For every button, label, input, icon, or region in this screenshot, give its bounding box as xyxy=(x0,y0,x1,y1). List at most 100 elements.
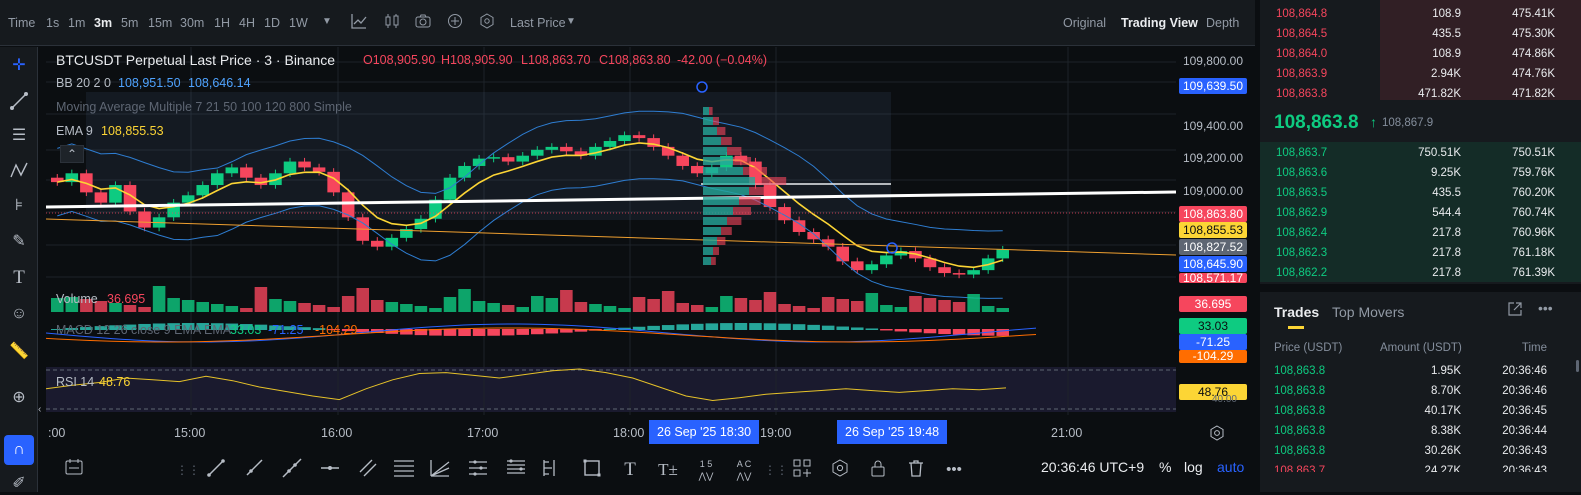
crosshair-icon[interactable]: ✛ xyxy=(12,57,26,74)
trade-row[interactable]: 108,863.8 40.17K 20:36:45 xyxy=(1274,405,1547,417)
candle xyxy=(225,167,239,174)
chart-type-icon[interactable] xyxy=(383,13,401,31)
fib-fan-icon[interactable] xyxy=(428,458,452,482)
zoom-in-icon[interactable]: ⊕ xyxy=(12,389,26,406)
horizontal-lines-icon[interactable]: ☰ xyxy=(11,127,27,144)
bb-upper-price-label: 109,639.50 xyxy=(1179,78,1247,94)
last-price[interactable]: 108,863.8 xyxy=(1274,112,1359,133)
rectangle-icon[interactable] xyxy=(580,458,604,482)
bid-row[interactable]: 108,863.7 750.51K 750.51K xyxy=(1276,147,1555,159)
pitchfork-icon[interactable] xyxy=(504,458,528,482)
time-axis-settings-icon[interactable] xyxy=(1208,424,1226,442)
interval-1h[interactable]: 1H xyxy=(214,16,230,30)
bid-row[interactable]: 108,862.3 217.8 761.18K xyxy=(1276,247,1555,259)
replay-icon[interactable] xyxy=(62,458,86,482)
fib-retracement-icon[interactable] xyxy=(392,458,416,482)
volume-bar xyxy=(734,298,748,312)
log-scale-toggle[interactable]: log xyxy=(1184,459,1203,475)
macd-axis-label-2: -71.25 xyxy=(1179,334,1247,350)
pencil-icon[interactable]: ✐ xyxy=(12,475,26,492)
scroll-left-icon[interactable]: ‹ xyxy=(38,404,42,415)
trash-icon[interactable] xyxy=(904,458,928,482)
expand-icon[interactable] xyxy=(1508,302,1524,318)
trend-line-icon[interactable] xyxy=(8,91,30,113)
text-tool-icon[interactable]: T xyxy=(13,267,25,288)
interval-3m[interactable]: 3m xyxy=(94,16,113,30)
interval-1m[interactable]: 1m xyxy=(68,16,86,30)
interval-15m[interactable]: 15m xyxy=(148,16,173,30)
volume-bar xyxy=(967,294,980,312)
interval-1d[interactable]: 1D xyxy=(264,16,280,30)
ask-row[interactable]: 108,864.8 108.9 475.41K xyxy=(1276,8,1555,20)
forecast-icon[interactable] xyxy=(538,458,562,482)
volume-bar xyxy=(778,304,791,312)
volume-bar xyxy=(894,307,908,312)
indicators-icon[interactable] xyxy=(350,13,368,31)
tab-trades[interactable]: Trades xyxy=(1274,304,1320,320)
interval-1s[interactable]: 1s xyxy=(46,16,60,30)
drag-handle-icon[interactable]: ⋮⋮ xyxy=(764,463,788,477)
trade-row[interactable]: 108,863.8 8.38K 20:36:44 xyxy=(1274,425,1547,437)
text-icon[interactable]: T xyxy=(624,459,636,480)
object-settings-icon[interactable] xyxy=(828,458,852,482)
tab-top-movers[interactable]: Top Movers xyxy=(1332,304,1405,320)
bid-row[interactable]: 108,863.6 9.25K 759.76K xyxy=(1276,167,1555,179)
auto-scale-toggle[interactable]: auto xyxy=(1217,459,1245,475)
interval-4h[interactable]: 4H xyxy=(239,16,255,30)
more-options-icon[interactable]: ••• xyxy=(1538,300,1553,316)
percent-scale-toggle[interactable]: % xyxy=(1159,459,1172,475)
view-original[interactable]: Original xyxy=(1063,16,1107,30)
horizontal-ray-icon[interactable] xyxy=(318,458,342,482)
candle xyxy=(865,264,879,271)
trade-row[interactable]: 108,863.7 24.27K 20:36:43 xyxy=(1274,465,1547,472)
interval-1w[interactable]: 1W xyxy=(289,16,308,30)
widgets-icon[interactable] xyxy=(790,458,814,482)
bid-row[interactable]: 108,862.4 217.8 760.96K xyxy=(1276,227,1555,239)
interval-dropdown-icon[interactable]: ▼ xyxy=(322,16,332,27)
parallel-channel-icon[interactable] xyxy=(356,458,380,482)
trade-row[interactable]: 108,863.8 1.95K 20:36:46 xyxy=(1274,365,1547,377)
ray-tool-icon[interactable] xyxy=(242,458,266,482)
ask-row[interactable]: 108,863.8 471.82K 471.82K xyxy=(1276,88,1555,100)
magnet-icon[interactable]: ∩ xyxy=(4,435,34,465)
rsi-axis-label: 48.76 xyxy=(1179,384,1247,400)
chart-toolbar: Time 1s 1m 3m 5m 15m 30m 1H 4H 1D 1W ▼ L… xyxy=(0,0,1255,46)
brush-icon[interactable]: ✎ xyxy=(12,233,26,250)
interval-5m[interactable]: 5m xyxy=(121,16,139,30)
settings-icon[interactable] xyxy=(478,13,496,31)
pattern-icon[interactable] xyxy=(8,161,30,183)
drag-handle-icon[interactable]: ⋮⋮ xyxy=(176,463,200,477)
price-axis[interactable]: 109,800.00 109,400.00 109,200.00 109,000… xyxy=(1176,47,1255,417)
bid-row[interactable]: 108,862.2 217.8 761.39K xyxy=(1276,267,1555,279)
lock-icon[interactable] xyxy=(866,458,890,482)
price-mode-chevron-icon[interactable]: ▼ xyxy=(566,16,576,27)
gann-box-icon[interactable] xyxy=(466,458,490,482)
screenshot-icon[interactable] xyxy=(414,13,432,31)
ask-row[interactable]: 108,864.5 435.5 475.30K xyxy=(1276,28,1555,40)
emoji-icon[interactable]: ☺ xyxy=(10,305,28,322)
bid-row[interactable]: 108,862.9 544.4 760.74K xyxy=(1276,207,1555,219)
abcd-pattern-icon[interactable]: A C ⋀⋁ xyxy=(736,459,752,481)
ask-row[interactable]: 108,864.0 108.9 474.86K xyxy=(1276,48,1555,60)
anchored-text-icon[interactable]: T± xyxy=(658,460,678,479)
bid-row[interactable]: 108,863.5 435.5 760.20K xyxy=(1276,187,1555,199)
trades-scrollbar[interactable] xyxy=(1576,360,1579,372)
interval-30m[interactable]: 30m xyxy=(180,16,205,30)
ruler-icon[interactable]: 📏 xyxy=(9,343,29,360)
fork-icon[interactable]: ⊧ xyxy=(14,197,24,214)
price-mode-select[interactable]: Last Price xyxy=(510,16,566,30)
trade-row[interactable]: 108,863.8 30.26K 20:36:43 xyxy=(1274,445,1547,457)
view-trading-view[interactable]: Trading View xyxy=(1121,16,1198,30)
trade-row[interactable]: 108,863.8 8.70K 20:36:46 xyxy=(1274,385,1547,397)
more-icon[interactable]: ••• xyxy=(946,461,962,478)
ask-row[interactable]: 108,863.9 2.94K 474.76K xyxy=(1276,68,1555,80)
extended-line-icon[interactable] xyxy=(280,458,304,482)
time-axis[interactable]: :00 15:00 16:00 17:00 18:00 19:00 21:00 … xyxy=(46,420,1176,445)
price-chart[interactable] xyxy=(46,47,1176,415)
elliott-wave-icon[interactable]: 1 5 ⋀⋁ xyxy=(698,459,714,481)
add-indicator-icon[interactable] xyxy=(446,13,464,31)
candle xyxy=(967,270,980,275)
collapse-legend-button[interactable]: ⌃ xyxy=(60,145,84,163)
view-depth[interactable]: Depth xyxy=(1206,16,1240,30)
line-tool-icon[interactable] xyxy=(204,458,228,482)
